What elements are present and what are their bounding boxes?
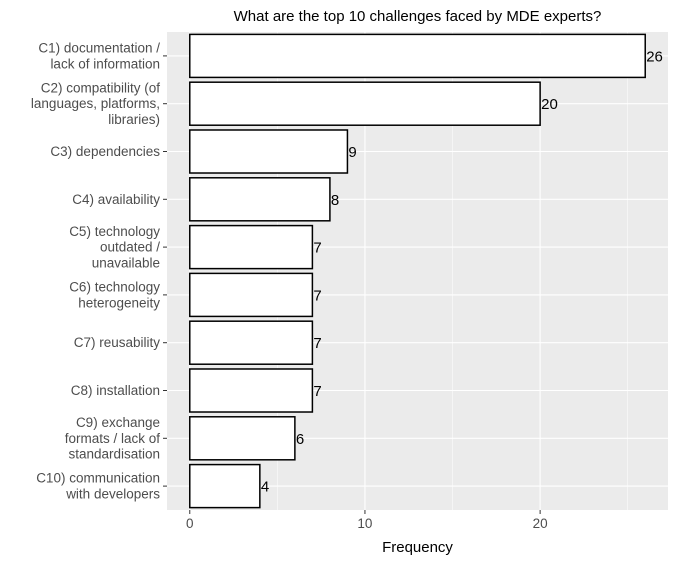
bar — [189, 416, 296, 461]
category-label: C6) technology heterogeneity — [69, 280, 160, 311]
category-label: C4) availability — [72, 192, 160, 207]
data-label: 26 — [646, 48, 663, 65]
data-label: 8 — [331, 192, 339, 209]
data-label: 6 — [296, 431, 304, 448]
category-label: C3) dependencies — [50, 144, 160, 159]
x-axis-title: Frequency — [382, 539, 453, 556]
bars: 26 20 9 8 7 7 7 7 6 4 — [189, 33, 663, 509]
bar — [189, 368, 314, 413]
data-label: 7 — [313, 335, 321, 352]
x-tick-label: 0 — [186, 516, 194, 531]
data-label: 9 — [348, 144, 356, 161]
x-tick-label: 10 — [357, 516, 372, 531]
category-label: C8) installation — [71, 383, 160, 398]
x-tick-label: 20 — [533, 516, 548, 531]
bar — [189, 129, 349, 174]
bar — [189, 177, 331, 222]
x-axis: 0 10 20 — [186, 510, 548, 531]
data-label: 7 — [313, 287, 321, 304]
bar — [189, 81, 541, 126]
chart-title: What are the top 10 challenges faced by … — [234, 8, 602, 25]
category-label: C7) reusability — [74, 335, 161, 350]
category-label: C9) exchange formats / lack of standardisa… — [65, 415, 161, 462]
category-label: C10) communication with developers — [36, 471, 160, 502]
data-label: 20 — [541, 96, 558, 113]
bar — [189, 224, 314, 270]
category-label: C1) documentation / lack of information — [38, 41, 160, 72]
data-label: 7 — [313, 383, 321, 400]
bar — [189, 33, 646, 79]
bar — [189, 272, 314, 318]
category-labels: C1) documentation / lack of information C2… — [31, 41, 167, 502]
data-label: 7 — [313, 240, 321, 257]
bar — [189, 320, 314, 365]
category-label: C2) compatibility (of languages, platform… — [31, 80, 160, 127]
data-label: 4 — [261, 479, 269, 496]
bar — [189, 463, 261, 509]
category-label: C5) technology outdated / unavailable — [69, 224, 160, 271]
